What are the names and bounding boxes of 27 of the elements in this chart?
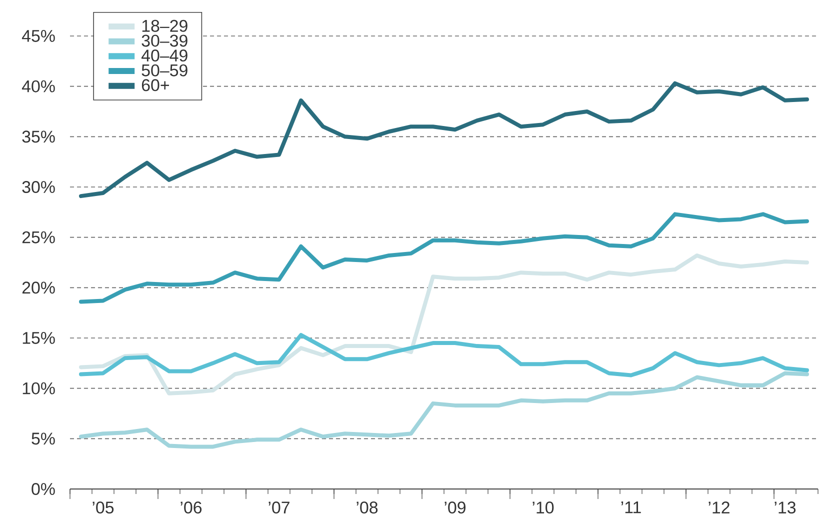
y-tick-label: 35% (22, 130, 55, 143)
y-tick-label: 40% (22, 80, 55, 92)
x-tick-label: ’11 (621, 502, 641, 514)
legend-label: 30–39 (142, 34, 188, 47)
x-tick-label: ’08 (356, 502, 378, 514)
line-series (79, 81, 810, 198)
y-tick-label: 45% (22, 30, 55, 42)
x-tick-label: ’07 (268, 502, 290, 514)
x-tick-label: ’05 (92, 502, 114, 514)
y-tick-label: 10% (22, 382, 55, 394)
y-tick-label: 0% (32, 483, 55, 495)
x-tick-label: ’09 (444, 502, 466, 514)
x-tick-label: ’13 (774, 502, 796, 514)
y-tick-label: 15% (22, 332, 55, 344)
y-tick-label: 5% (32, 432, 55, 445)
line-series (79, 332, 810, 378)
legend-label: 50–59 (142, 64, 188, 76)
y-tick-label: 30% (22, 181, 55, 193)
y-tick-label: 20% (22, 282, 55, 294)
line-series (79, 212, 810, 304)
x-tick-label: ’06 (180, 502, 202, 514)
y-tick-label: 25% (22, 231, 55, 244)
x-tick-label: ’10 (532, 502, 554, 514)
legend-label: 18–29 (142, 20, 188, 32)
x-tick-label: ’12 (708, 502, 730, 514)
legend-label: 40–49 (141, 50, 188, 62)
legend-label: 60+ (142, 79, 169, 92)
